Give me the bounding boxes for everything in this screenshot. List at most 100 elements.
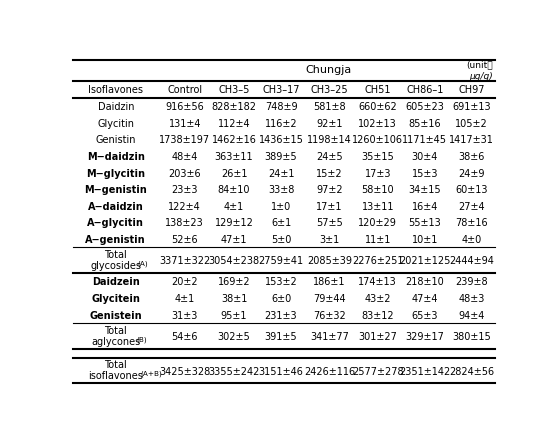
- Text: 1±0: 1±0: [271, 201, 291, 211]
- Text: 76±32: 76±32: [313, 310, 346, 320]
- Text: 218±10: 218±10: [406, 277, 444, 287]
- Text: 47±4: 47±4: [412, 293, 438, 303]
- Text: 84±10: 84±10: [218, 185, 250, 195]
- Text: Chungja: Chungja: [305, 65, 351, 75]
- Text: Daidzein: Daidzein: [92, 277, 140, 287]
- Text: (A+B): (A+B): [141, 370, 162, 376]
- Text: 95±1: 95±1: [221, 310, 247, 320]
- Text: CH97: CH97: [459, 85, 485, 95]
- Text: Genistein: Genistein: [89, 310, 142, 320]
- Text: 4±1: 4±1: [175, 293, 195, 303]
- Text: 169±2: 169±2: [218, 277, 250, 287]
- Text: 17±3: 17±3: [365, 168, 391, 178]
- Text: 60±13: 60±13: [455, 185, 488, 195]
- Text: 15±3: 15±3: [412, 168, 438, 178]
- Text: Total: Total: [104, 359, 127, 369]
- Text: 916±56: 916±56: [165, 102, 204, 112]
- Text: 363±11: 363±11: [215, 151, 253, 161]
- Text: 605±23: 605±23: [406, 102, 444, 112]
- Text: CH86–1: CH86–1: [406, 85, 443, 95]
- Text: 38±6: 38±6: [459, 151, 485, 161]
- Text: 131±4: 131±4: [168, 118, 201, 128]
- Text: 1171±45: 1171±45: [402, 135, 447, 145]
- Text: 6±0: 6±0: [271, 293, 291, 303]
- Text: 55±13: 55±13: [408, 218, 441, 228]
- Text: Glycitein: Glycitein: [91, 293, 140, 303]
- Text: 302±5: 302±5: [218, 331, 250, 341]
- Text: 1417±31: 1417±31: [449, 135, 494, 145]
- Text: μg/g): μg/g): [469, 72, 493, 80]
- Text: 83±12: 83±12: [362, 310, 394, 320]
- Text: 78±16: 78±16: [455, 218, 488, 228]
- Text: 691±13: 691±13: [453, 102, 491, 112]
- Text: 3355±242: 3355±242: [208, 366, 260, 376]
- Text: 3±1: 3±1: [319, 234, 340, 244]
- Text: CH3–5: CH3–5: [218, 85, 250, 95]
- Text: 33±8: 33±8: [268, 185, 294, 195]
- Text: 391±5: 391±5: [265, 331, 297, 341]
- Text: 15±2: 15±2: [316, 168, 343, 178]
- Text: 329±17: 329±17: [406, 331, 444, 341]
- Text: 1198±14: 1198±14: [307, 135, 352, 145]
- Text: aglycones: aglycones: [91, 336, 140, 346]
- Text: 1462±16: 1462±16: [212, 135, 257, 145]
- Text: 301±27: 301±27: [358, 331, 397, 341]
- Text: 52±6: 52±6: [171, 234, 198, 244]
- Text: Control: Control: [167, 85, 202, 95]
- Text: isoflavones: isoflavones: [88, 370, 143, 380]
- Text: 3371±322: 3371±322: [159, 256, 211, 266]
- Text: 2577±278: 2577±278: [352, 366, 404, 376]
- Text: 10±1: 10±1: [412, 234, 438, 244]
- Text: 2426±116: 2426±116: [304, 366, 355, 376]
- Text: CH3–17: CH3–17: [262, 85, 300, 95]
- Text: Glycitin: Glycitin: [98, 118, 134, 128]
- Text: 35±15: 35±15: [361, 151, 394, 161]
- Text: 48±4: 48±4: [172, 151, 198, 161]
- Text: 122±4: 122±4: [168, 201, 201, 211]
- Text: 54±6: 54±6: [172, 331, 198, 341]
- Text: 48±3: 48±3: [459, 293, 485, 303]
- Text: 97±2: 97±2: [316, 185, 343, 195]
- Text: 1260±106: 1260±106: [352, 135, 403, 145]
- Text: 186±1: 186±1: [313, 277, 346, 287]
- Text: 6±1: 6±1: [271, 218, 291, 228]
- Text: 20±2: 20±2: [171, 277, 198, 287]
- Text: 38±1: 38±1: [221, 293, 247, 303]
- Text: 5±0: 5±0: [271, 234, 291, 244]
- Text: 17±1: 17±1: [316, 201, 343, 211]
- Text: 2824±56: 2824±56: [449, 366, 494, 376]
- Text: 4±1: 4±1: [224, 201, 244, 211]
- Text: 120±29: 120±29: [358, 218, 397, 228]
- Text: 2021±125: 2021±125: [399, 256, 450, 266]
- Text: 203±6: 203±6: [168, 168, 201, 178]
- Text: M−genistin: M−genistin: [84, 185, 147, 195]
- Text: 380±15: 380±15: [452, 331, 491, 341]
- Text: 24±5: 24±5: [316, 151, 343, 161]
- Text: glycosides: glycosides: [90, 261, 141, 271]
- Text: 31±3: 31±3: [172, 310, 198, 320]
- Text: 660±62: 660±62: [358, 102, 397, 112]
- Text: Total: Total: [104, 326, 127, 335]
- Text: CH3–25: CH3–25: [311, 85, 348, 95]
- Text: Daidzin: Daidzin: [98, 102, 134, 112]
- Text: 79±44: 79±44: [313, 293, 346, 303]
- Text: 389±5: 389±5: [265, 151, 297, 161]
- Text: 65±3: 65±3: [412, 310, 438, 320]
- Text: 174±13: 174±13: [358, 277, 397, 287]
- Text: 581±8: 581±8: [313, 102, 346, 112]
- Text: 2276±251: 2276±251: [352, 256, 403, 266]
- Text: 24±9: 24±9: [459, 168, 485, 178]
- Text: 92±1: 92±1: [316, 118, 343, 128]
- Text: 341±77: 341±77: [310, 331, 349, 341]
- Text: 57±5: 57±5: [316, 218, 343, 228]
- Text: 138±23: 138±23: [165, 218, 204, 228]
- Text: 13±11: 13±11: [362, 201, 394, 211]
- Text: 112±4: 112±4: [218, 118, 250, 128]
- Text: 26±1: 26±1: [221, 168, 247, 178]
- Text: 34±15: 34±15: [408, 185, 441, 195]
- Text: A−genistin: A−genistin: [85, 234, 146, 244]
- Text: 47±1: 47±1: [221, 234, 247, 244]
- Text: 4±0: 4±0: [461, 234, 482, 244]
- Text: 3151±46: 3151±46: [259, 366, 304, 376]
- Text: 43±2: 43±2: [365, 293, 391, 303]
